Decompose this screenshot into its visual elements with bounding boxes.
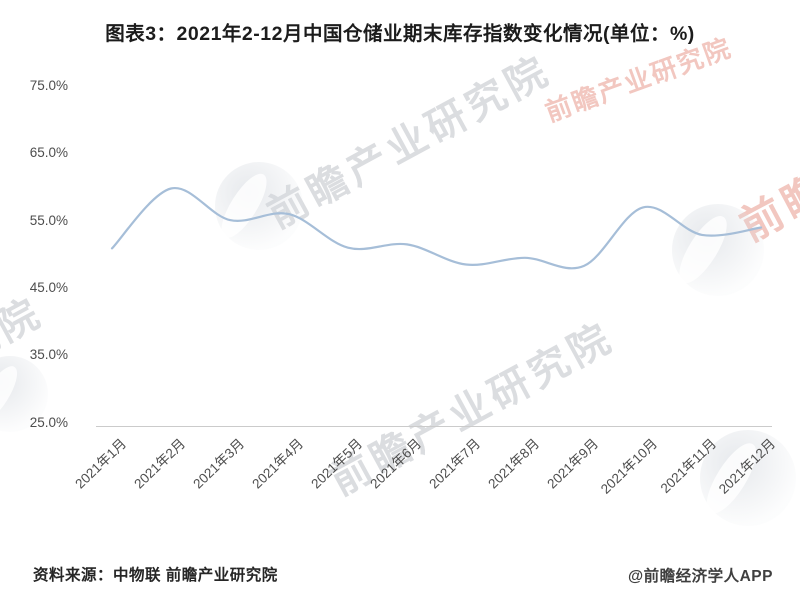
- watermark-globe-icon: [672, 204, 764, 296]
- source-text: 资料来源：中物联 前瞻产业研究院: [33, 567, 278, 584]
- x-axis-line: [96, 426, 772, 427]
- y-axis-tick-label: 25.0%: [29, 414, 68, 430]
- y-axis-tick-label: 65.0%: [29, 145, 68, 161]
- page-title: 图表3：2021年2-12月中国仓储业期末库存指数变化情况(单位：%): [105, 23, 695, 45]
- y-axis-tick-label: 55.0%: [29, 212, 68, 228]
- watermark-globe-icon: [215, 162, 303, 250]
- watermark-text: 前瞻产业研究院: [323, 315, 622, 505]
- watermark-globe-icon: [700, 430, 796, 526]
- y-axis-tick-label: 75.0%: [29, 78, 68, 93]
- line-series-path: [110, 187, 763, 270]
- y-axis-tick-label: 35.0%: [29, 347, 68, 363]
- y-axis-tick-label: 45.0%: [29, 279, 68, 295]
- credit-text: @前瞻经济学人APP: [628, 568, 773, 585]
